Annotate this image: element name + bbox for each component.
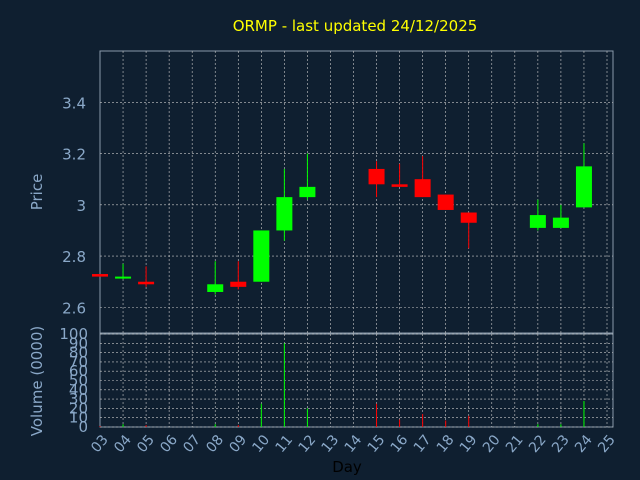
candle-body [368, 168, 385, 185]
x-tick-label: 15 [365, 432, 389, 456]
volume-tick-label: 40 [69, 381, 88, 399]
candle-body [414, 179, 431, 198]
candle-body [253, 230, 270, 282]
candle-body [115, 276, 132, 279]
candles [92, 143, 592, 295]
volume-tick-label: 60 [69, 362, 88, 380]
candle-body [575, 166, 592, 208]
volume-tick-label: 20 [69, 399, 88, 417]
x-tick-label: 25 [595, 432, 619, 456]
x-tick-label: 04 [111, 432, 135, 456]
volume-tick-label: 50 [69, 372, 88, 390]
x-tick-label: 16 [388, 432, 412, 456]
candle-body [92, 274, 108, 277]
x-tick-label: 06 [157, 432, 181, 456]
candle-body [391, 184, 408, 187]
price-axis-label: Price [28, 174, 46, 211]
volume-axis-label: Volume (0000) [28, 326, 46, 436]
price-tick-labels: 2.6 2.8 3 3.2 3.4 [62, 94, 86, 317]
x-tick-label: 10 [249, 432, 273, 456]
x-tick-label: 18 [434, 432, 458, 456]
candle-body [529, 215, 546, 228]
volume-tick-label: 0 [78, 418, 88, 436]
x-tick-label: 08 [203, 432, 227, 456]
volume-grid [100, 333, 613, 428]
volume-tick-label: 70 [69, 353, 88, 371]
x-tick-label: 09 [226, 432, 250, 456]
candle-body [138, 281, 155, 285]
volume-tick-label: 30 [69, 390, 88, 408]
x-axis-label: Day [332, 458, 362, 476]
price-tick-label: 3.2 [62, 146, 86, 164]
candle-body [460, 212, 477, 223]
x-tick-label: 22 [526, 432, 550, 456]
volume-tick-label: 10 [69, 409, 88, 427]
volume-tick-label: 100 [59, 325, 88, 343]
chart-title: ORMP - last updated 24/12/2025 [233, 17, 478, 35]
candle-body [207, 284, 224, 292]
candle-body [276, 197, 293, 231]
x-tick-label: 21 [503, 432, 527, 456]
x-tick-label: 17 [411, 432, 435, 456]
x-tick-label: 03 [88, 432, 112, 456]
x-tick-label: 20 [480, 432, 504, 456]
x-tick-label: 19 [457, 432, 481, 456]
x-tick-label: 24 [572, 432, 596, 456]
candle-body [299, 186, 316, 198]
x-tick-labels: 03 04 05 06 07 08 09 10 11 12 13 14 15 16 17 18 19 20 21 22… [88, 432, 619, 456]
price-tick-label: 2.8 [62, 248, 86, 266]
volume-tick-label: 90 [69, 334, 88, 352]
volume-bars [99, 343, 585, 427]
price-tick-label: 3.4 [62, 94, 86, 112]
x-tick-label: 05 [134, 432, 158, 456]
price-tick-label: 3 [76, 197, 86, 215]
x-tick-label: 23 [549, 432, 573, 456]
volume-tick-label: 80 [69, 344, 88, 362]
price-grid [100, 51, 613, 333]
price-panel-frame [99, 50, 614, 334]
x-tick-label: 11 [273, 432, 297, 456]
price-tick-label: 2.6 [62, 299, 86, 317]
candle-body [552, 217, 569, 228]
x-tick-label: 12 [296, 432, 320, 456]
x-tick-label: 07 [180, 432, 204, 456]
x-tick-label: 14 [342, 432, 366, 456]
x-tick-label: 13 [319, 432, 343, 456]
candle-body [230, 281, 247, 287]
candle-body [437, 194, 454, 210]
